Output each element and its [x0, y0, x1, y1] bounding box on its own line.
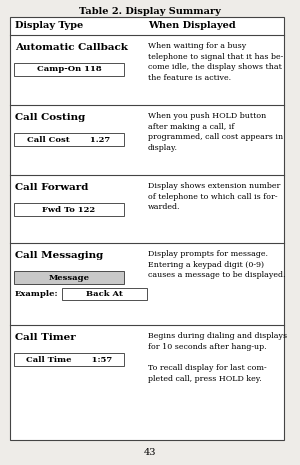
Text: Automatic Callback: Automatic Callback [15, 43, 128, 52]
Text: Message: Message [49, 273, 89, 281]
FancyBboxPatch shape [62, 288, 147, 300]
Text: Display Type: Display Type [15, 21, 83, 31]
FancyBboxPatch shape [14, 353, 124, 366]
Text: Display prompts for message.
Entering a keypad digit (0-9)
causes a message to b: Display prompts for message. Entering a … [148, 250, 286, 279]
FancyBboxPatch shape [14, 203, 124, 216]
Text: Example:: Example: [15, 290, 59, 298]
Text: Display shows extension number
of telephone to which call is for-
warded.: Display shows extension number of teleph… [148, 182, 280, 212]
Text: Fwd To 122: Fwd To 122 [42, 206, 96, 213]
Text: Back At: Back At [86, 290, 123, 298]
Text: Call Cost       1.27: Call Cost 1.27 [27, 135, 111, 144]
Text: When waiting for a busy
telephone to signal that it has be-
come idle, the displ: When waiting for a busy telephone to sig… [148, 42, 283, 82]
FancyBboxPatch shape [10, 17, 284, 440]
Text: Begins during dialing and displays
for 10 seconds after hang-up.

To recall disp: Begins during dialing and displays for 1… [148, 332, 287, 383]
Text: Call Timer: Call Timer [15, 333, 76, 342]
FancyBboxPatch shape [14, 63, 124, 76]
Text: Camp-On 118: Camp-On 118 [37, 66, 101, 73]
Text: Call Time       1:57: Call Time 1:57 [26, 356, 112, 364]
Text: 43: 43 [144, 447, 156, 457]
Text: Call Forward: Call Forward [15, 183, 88, 192]
FancyBboxPatch shape [14, 133, 124, 146]
Text: Table 2. Display Summary: Table 2. Display Summary [79, 7, 221, 16]
Text: When Displayed: When Displayed [148, 21, 236, 31]
Text: Call Costing: Call Costing [15, 113, 85, 122]
Text: Call Messaging: Call Messaging [15, 251, 103, 260]
Text: When you push HOLD button
after making a call, if
programmed, call cost appears : When you push HOLD button after making a… [148, 112, 283, 152]
FancyBboxPatch shape [14, 271, 124, 284]
